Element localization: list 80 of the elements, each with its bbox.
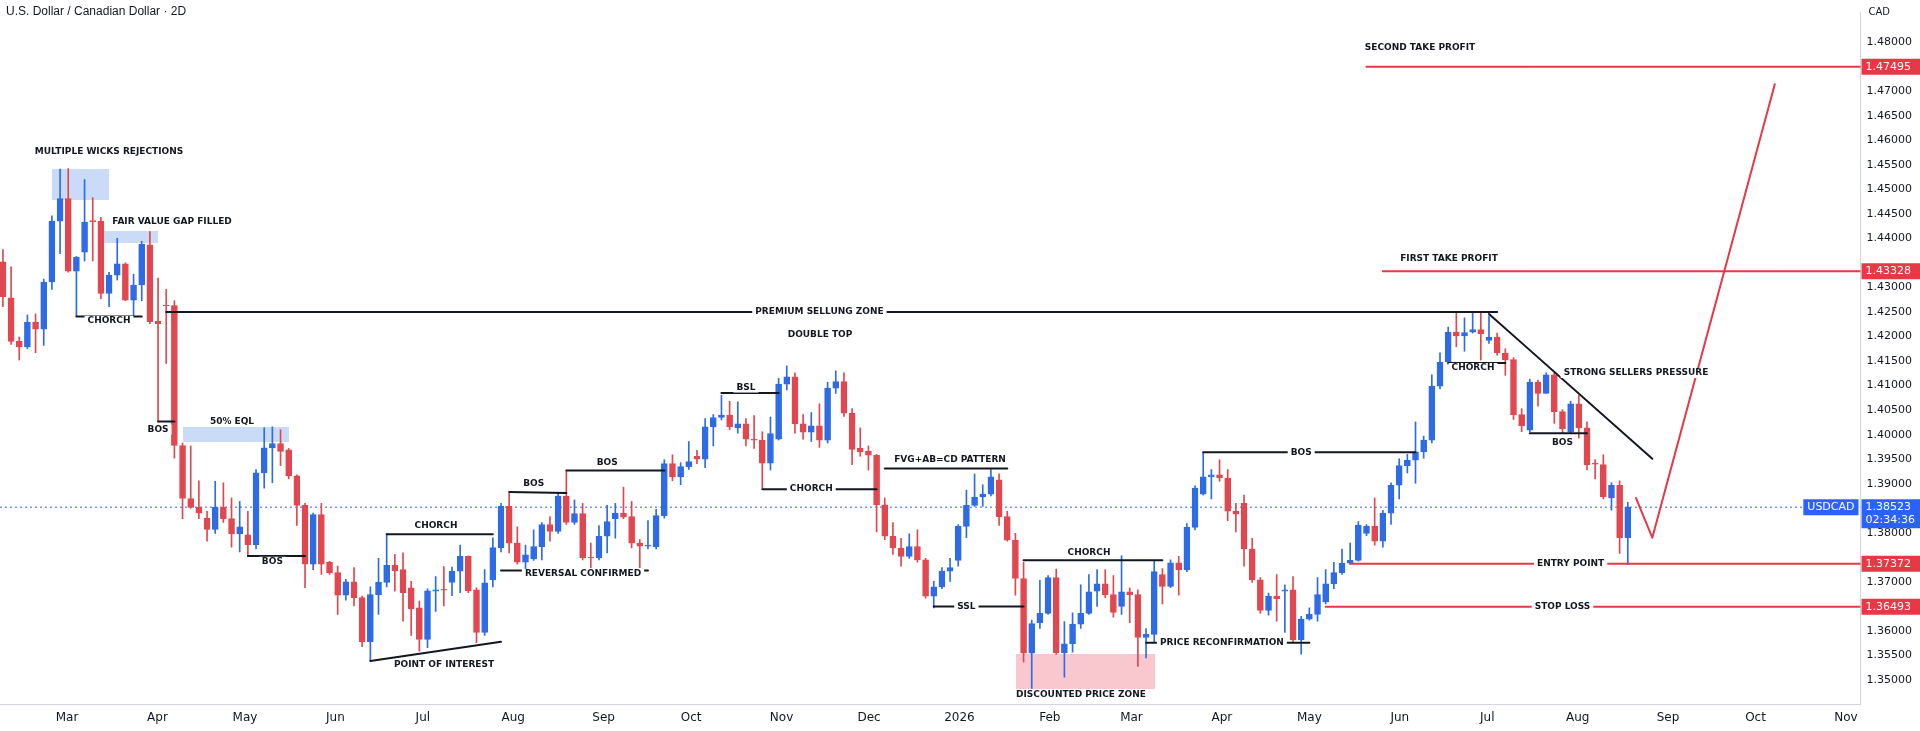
annotation: SECOND TAKE PROFIT [1364,42,1477,53]
y-tick-label: 1.40500 [1866,402,1913,416]
x-tick-label: May [1296,709,1322,724]
x-tick-label: Oct [680,709,702,724]
y-tick-label: 1.38000 [1866,525,1913,539]
text: 1.38523 [1865,500,1912,514]
annotation: FAIR VALUE GAP FILLED [112,216,232,227]
annotation: CHORCH [414,520,458,531]
annotation: BOS [523,477,545,488]
y-tick-label: 1.35000 [1866,672,1913,686]
x-tick-label: 2026 [944,709,975,724]
annotation: BSL [736,381,756,392]
y-tick-label: 1.46000 [1866,133,1913,147]
x-tick-label: Mar [55,709,79,724]
y-tick-label: 1.40000 [1866,427,1913,441]
annotation: BOS [596,456,618,467]
annotation: MULTIPLE WICKS REJECTIONS [34,146,184,157]
x-tick-label: Feb [1039,709,1061,724]
y-tick-label: 1.46500 [1866,108,1913,122]
x-tick-label: Dec [857,709,881,724]
y-tick-label: 1.42000 [1866,329,1913,343]
annotation: CHORCH [87,315,131,326]
annotation: FIRST TAKE PROFIT [1400,253,1499,264]
x-tick-label: Sep [592,709,615,724]
text: 02:34:36 [1865,513,1915,527]
x-tick-label: Jun [324,709,345,724]
data-label: 1.43328 [1865,264,1912,278]
annotation: BOS [1551,437,1573,448]
y-axis-title: CAD [1868,5,1891,17]
y-tick-label: 1.44000 [1866,231,1913,245]
y-tick-label: 1.42500 [1866,304,1913,318]
x-tick-label: May [232,709,258,724]
y-tick-label: 1.36000 [1866,623,1913,637]
x-tick-label: Jul [414,709,431,724]
ref-line-label: USDCAD [1807,500,1855,514]
x-tick-label: Aug [1565,709,1590,724]
y-tick-label: 1.39500 [1866,452,1913,466]
annotation: DOUBLE TOP [787,329,853,340]
y-tick-label: 1.45500 [1866,157,1913,171]
x-tick-label: Jul [1479,709,1495,724]
annotation: STRONG SELLERS PRESSURE [1563,367,1709,378]
x-tick-label: Apr [147,709,168,724]
data-label: 1.37372 [1865,556,1912,570]
y-tick-label: 1.37000 [1866,574,1913,588]
y-tick-label: 1.44500 [1866,206,1913,220]
y-tick-label: 1.43000 [1866,280,1913,294]
y-tick-label: 1.47000 [1866,83,1913,97]
x-tick-label: Jun [1389,709,1410,724]
annotation: 50% EQL [209,416,255,427]
x-tick-label: Mar [1120,709,1143,724]
y-tick-label: 1.41000 [1866,378,1913,392]
annotation: BOS [1290,446,1312,457]
chart-title: U.S. Dollar / Canadian Dollar · 2D [6,4,187,19]
annotation: DISCOUNTED PRICE ZONE [1016,689,1146,700]
x-tick-label: Nov [1834,709,1858,724]
annotation: STOP LOSS [1534,601,1591,612]
y-tick-label: 1.35500 [1866,648,1913,662]
annotation: BOS [261,556,283,567]
annotation: CHORCH [1067,547,1111,558]
annotation: ENTRY POINT [1537,558,1606,569]
x-tick-label: Nov [769,709,794,724]
y-tick-label: 1.48000 [1866,34,1913,48]
annotation: CHORCH [789,483,833,494]
data-label: 1.47495 [1865,59,1912,73]
x-tick-label: Oct [1745,709,1767,724]
x-tick-label: Sep [1656,709,1680,724]
annotation: BOS [147,424,169,435]
annotation: CHORCH [1451,362,1495,373]
y-tick-label: 1.41500 [1866,353,1913,367]
y-tick-label: 1.45000 [1866,182,1913,196]
data-label: 1.36493 [1865,599,1912,613]
annotation: FVG+AB=CD PATTERN [894,454,1006,465]
annotation: REVERSAL CONFIRMED [524,568,642,579]
annotation: SSL [957,600,976,611]
y-tick-label: 1.39000 [1866,476,1913,490]
x-tick-label: Apr [1211,709,1233,724]
annotation: PREMIUM SELLUNG ZONE [755,306,884,317]
annotation: POINT OF INTEREST [393,659,495,670]
x-tick-label: Aug [501,709,525,724]
annotation: PRICE RECONFIRMATION [1159,637,1284,648]
